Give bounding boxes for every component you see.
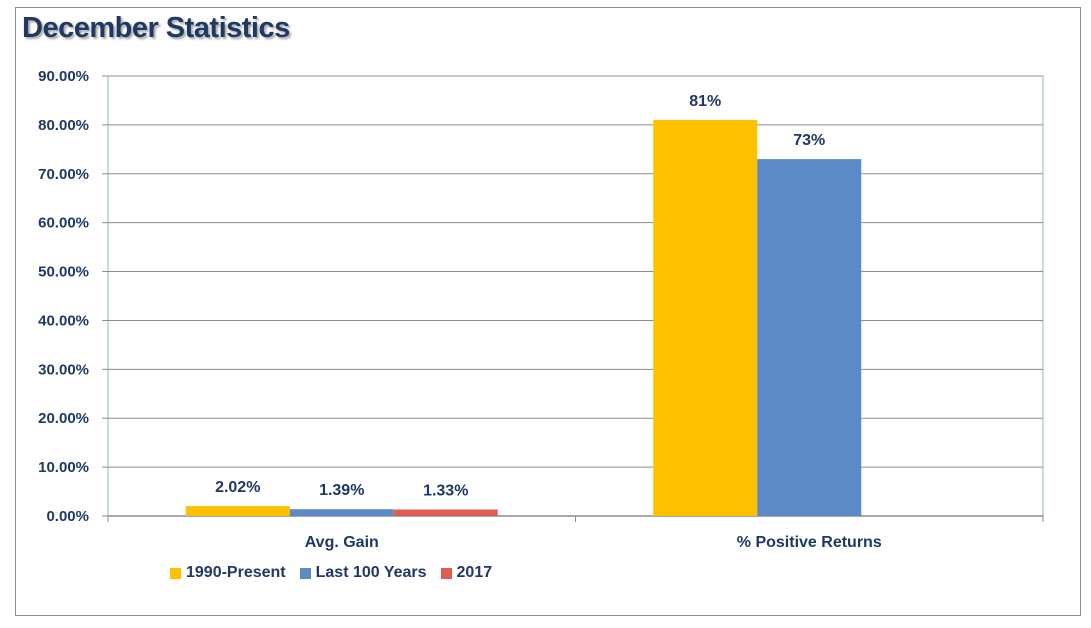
bar [757,159,862,516]
data-label: 1.33% [423,482,468,499]
legend-swatch [440,567,452,579]
bar [289,509,394,516]
plot-area [107,75,1044,517]
legend-label: 2017 [456,564,493,581]
legend-swatch [299,567,311,579]
legend-label: 1990-Present [186,564,286,581]
y-tick-label: 60.00% [38,215,89,232]
x-tick-label: % Positive Returns [737,534,882,551]
legend-item: Last 100 Years [299,564,427,582]
chart-title: December Statistics [22,12,290,44]
y-tick-label: 0.00% [46,508,89,525]
bar [185,506,290,516]
data-label: 2.02% [215,479,260,496]
x-tick-label: Avg. Gain [305,534,379,551]
y-tick-label: 10.00% [38,459,89,476]
y-tick-label: 70.00% [38,166,89,183]
bar [393,509,498,516]
data-label: 1.39% [319,482,364,499]
bar [653,120,758,516]
y-tick-label: 30.00% [38,361,89,378]
data-label: 73% [793,132,825,149]
legend: 1990-Present Last 100 Years 2017 [170,564,492,582]
legend-swatch [170,567,181,579]
y-tick-label: 20.00% [38,410,89,427]
y-tick-label: 50.00% [38,264,89,281]
legend-item: 2017 [440,564,493,582]
y-tick-label: 40.00% [38,312,89,329]
legend-item: 1990-Present [170,564,286,582]
data-label: 81% [689,93,721,110]
legend-label: Last 100 Years [315,564,427,581]
y-tick-label: 80.00% [38,117,89,134]
y-tick-label: 90.00% [38,68,89,85]
